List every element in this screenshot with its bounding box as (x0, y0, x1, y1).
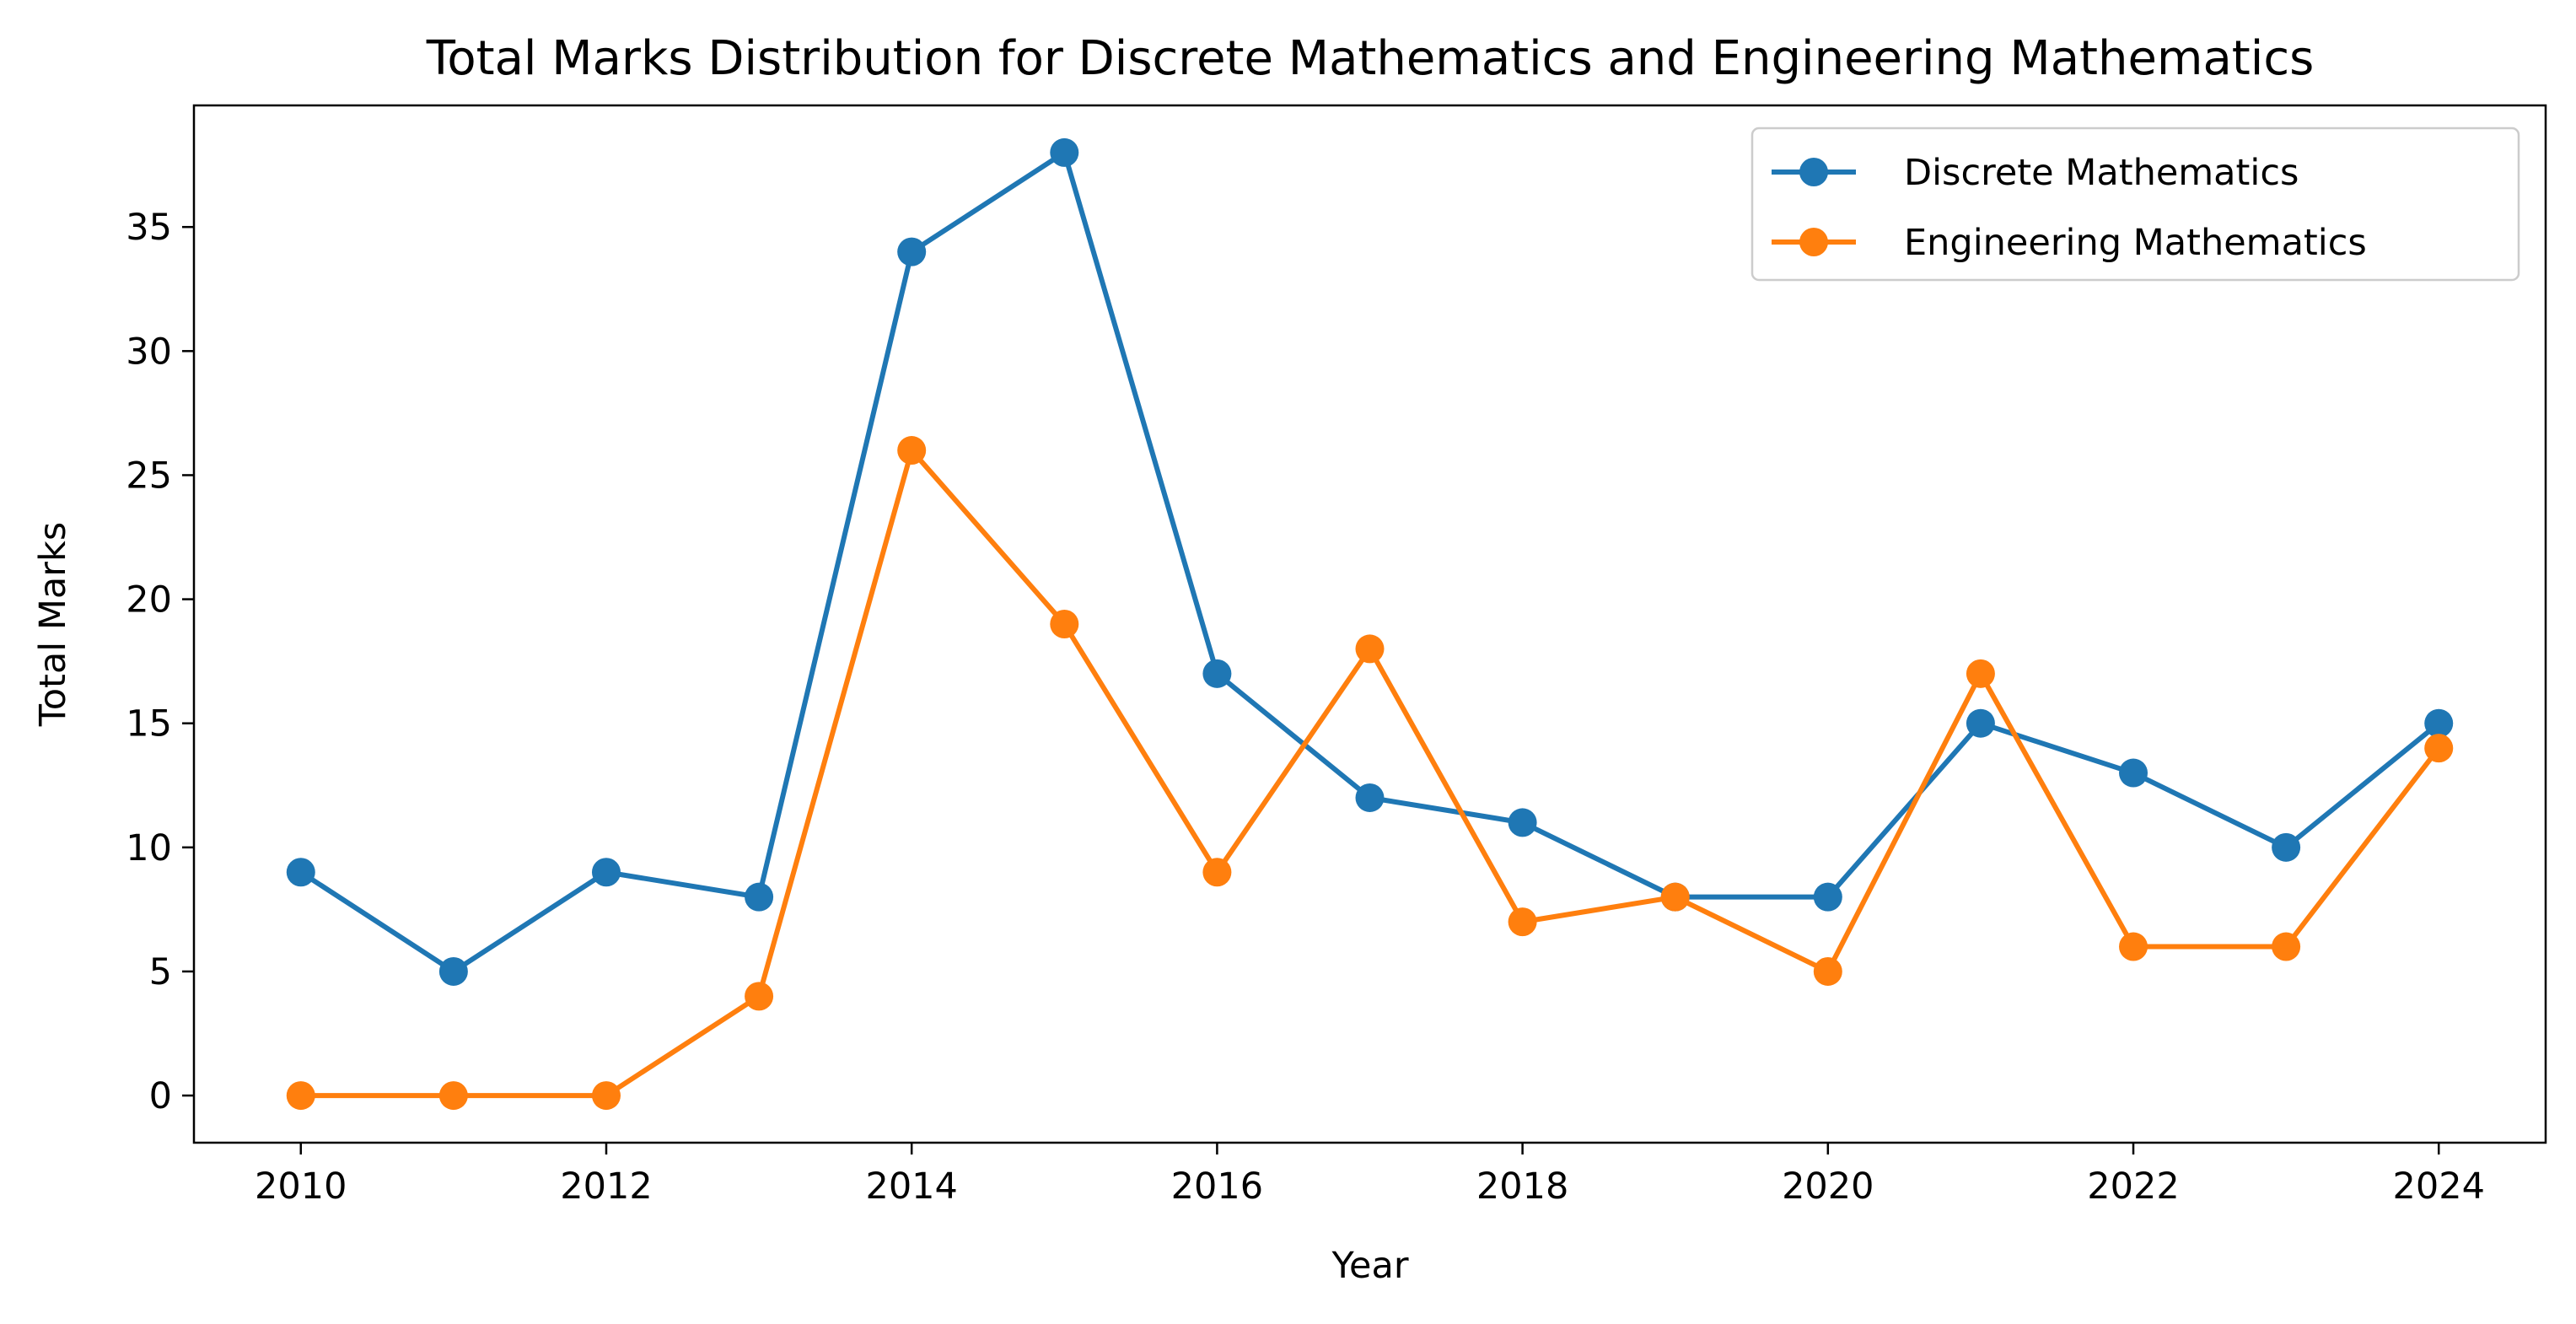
y-tick-label: 5 (149, 951, 172, 993)
data-point (745, 882, 774, 912)
legend-marker-swatch (1799, 158, 1828, 186)
y-tick-label: 30 (126, 331, 172, 373)
series-2 (286, 436, 2454, 1111)
data-point (1202, 858, 1232, 887)
data-point (2424, 708, 2454, 738)
data-point (2119, 758, 2148, 788)
data-point (745, 982, 774, 1011)
y-tick-label: 35 (126, 207, 172, 249)
legend-marker-swatch (1799, 228, 1828, 256)
data-point (286, 1081, 315, 1111)
legend-label: Discrete Mathematics (1904, 152, 2299, 194)
data-point (1508, 907, 1537, 937)
series-1 (286, 137, 2454, 986)
x-tick-label: 2024 (2393, 1165, 2485, 1208)
x-axis-label: Year (1331, 1245, 1408, 1287)
y-axis-label: Total Marks (32, 522, 74, 728)
data-point (2272, 932, 2301, 961)
x-tick-label: 2014 (865, 1165, 957, 1208)
x-tick-label: 2020 (1782, 1165, 1874, 1208)
data-point (2424, 734, 2454, 763)
y-axis-ticks: 0 5 10 15 20 25 30 35 (126, 207, 194, 1117)
series-layer (286, 137, 2454, 1111)
chart-title: Total Marks Distribution for Discrete Ma… (426, 31, 2315, 86)
data-point (1813, 956, 1842, 986)
y-tick-label: 10 (126, 827, 172, 869)
y-tick-label: 20 (126, 579, 172, 622)
data-point (1966, 659, 1995, 688)
data-point (286, 858, 315, 887)
legend-entry: Engineering Mathematics (1772, 222, 2367, 264)
data-point (591, 858, 621, 887)
data-point (1813, 882, 1842, 912)
data-point (1050, 610, 1079, 638)
data-point (1660, 882, 1690, 912)
data-point (1508, 808, 1537, 837)
legend: Discrete Mathematics Engineering Mathemat… (1750, 126, 2520, 282)
x-tick-label: 2012 (560, 1165, 652, 1208)
y-tick-label: 25 (126, 455, 172, 497)
legend-entry: Discrete Mathematics (1772, 152, 2299, 194)
data-point (438, 1081, 468, 1111)
data-point (2272, 832, 2301, 862)
data-point (1202, 659, 1232, 688)
x-tick-label: 2018 (1476, 1165, 1568, 1208)
data-point (897, 237, 927, 266)
data-point (1355, 634, 1385, 664)
x-axis-ticks: 2010 2012 2014 2016 2018 2020 2022 2024 (255, 1143, 2485, 1208)
y-tick-label: 0 (149, 1075, 172, 1117)
data-point (1966, 708, 1995, 738)
legend-label: Engineering Mathematics (1904, 222, 2367, 264)
x-tick-label: 2022 (2087, 1165, 2179, 1208)
y-tick-label: 15 (126, 703, 172, 745)
legend-frame (1750, 126, 2520, 282)
x-tick-label: 2016 (1171, 1165, 1263, 1208)
x-tick-label: 2010 (255, 1165, 347, 1208)
data-point (2119, 932, 2148, 961)
data-point (1050, 137, 1079, 167)
data-point (438, 956, 468, 986)
data-point (591, 1081, 621, 1111)
data-point (1355, 783, 1385, 812)
legend-items: Discrete Mathematics Engineering Mathemat… (1772, 152, 2367, 264)
data-point (897, 436, 927, 466)
plot-area: 2010 2012 2014 2016 2018 2020 2022 2024 0 5 10 15 2… (126, 104, 2547, 1208)
plot-frame (192, 104, 2547, 1144)
